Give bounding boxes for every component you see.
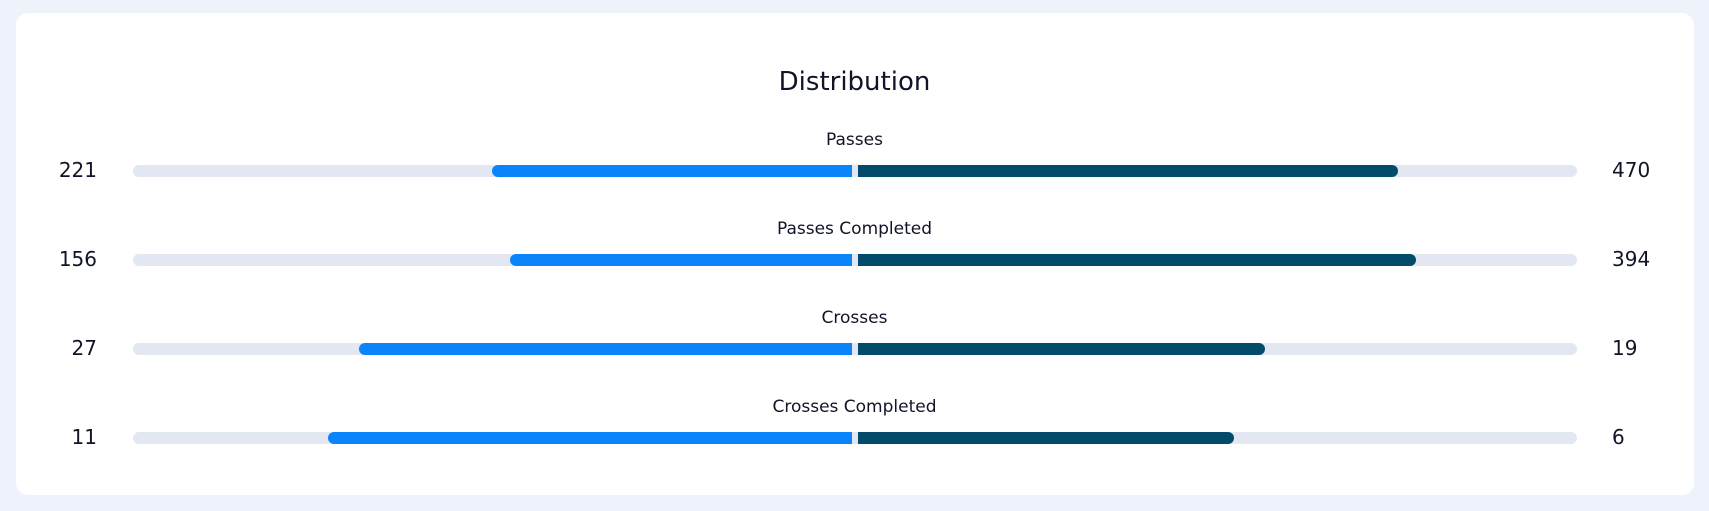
stat-label: Passes Completed bbox=[776, 219, 933, 239]
stat-row-passes-completed: Passes Completed 156 394 bbox=[0, 218, 1709, 288]
right-team-value: 19 bbox=[1612, 336, 1638, 360]
stat-row-crosses-completed: Crosses Completed 11 6 bbox=[0, 396, 1709, 466]
stat-label: Crosses Completed bbox=[772, 397, 937, 417]
stat-row-passes: Passes 221 470 bbox=[0, 129, 1709, 199]
stat-label: Passes bbox=[826, 130, 883, 150]
right-team-value: 470 bbox=[1612, 158, 1651, 182]
left-team-value: 11 bbox=[71, 425, 97, 449]
stat-track bbox=[133, 343, 1577, 355]
card-title: Distribution bbox=[778, 67, 931, 97]
left-team-value: 156 bbox=[58, 247, 97, 271]
left-team-value: 221 bbox=[58, 158, 97, 182]
right-team-value: 394 bbox=[1612, 247, 1651, 271]
right-team-bar bbox=[858, 432, 1235, 444]
stat-row-crosses: Crosses 27 19 bbox=[0, 307, 1709, 377]
right-team-bar bbox=[858, 254, 1417, 266]
left-team-bar bbox=[328, 432, 852, 444]
left-team-value: 27 bbox=[71, 336, 97, 360]
right-team-bar bbox=[858, 343, 1265, 355]
right-team-value: 6 bbox=[1612, 425, 1625, 449]
right-team-bar bbox=[858, 165, 1399, 177]
left-team-bar bbox=[510, 254, 852, 266]
left-team-bar bbox=[492, 165, 852, 177]
stat-label: Crosses bbox=[821, 308, 888, 328]
left-team-bar bbox=[358, 343, 852, 355]
